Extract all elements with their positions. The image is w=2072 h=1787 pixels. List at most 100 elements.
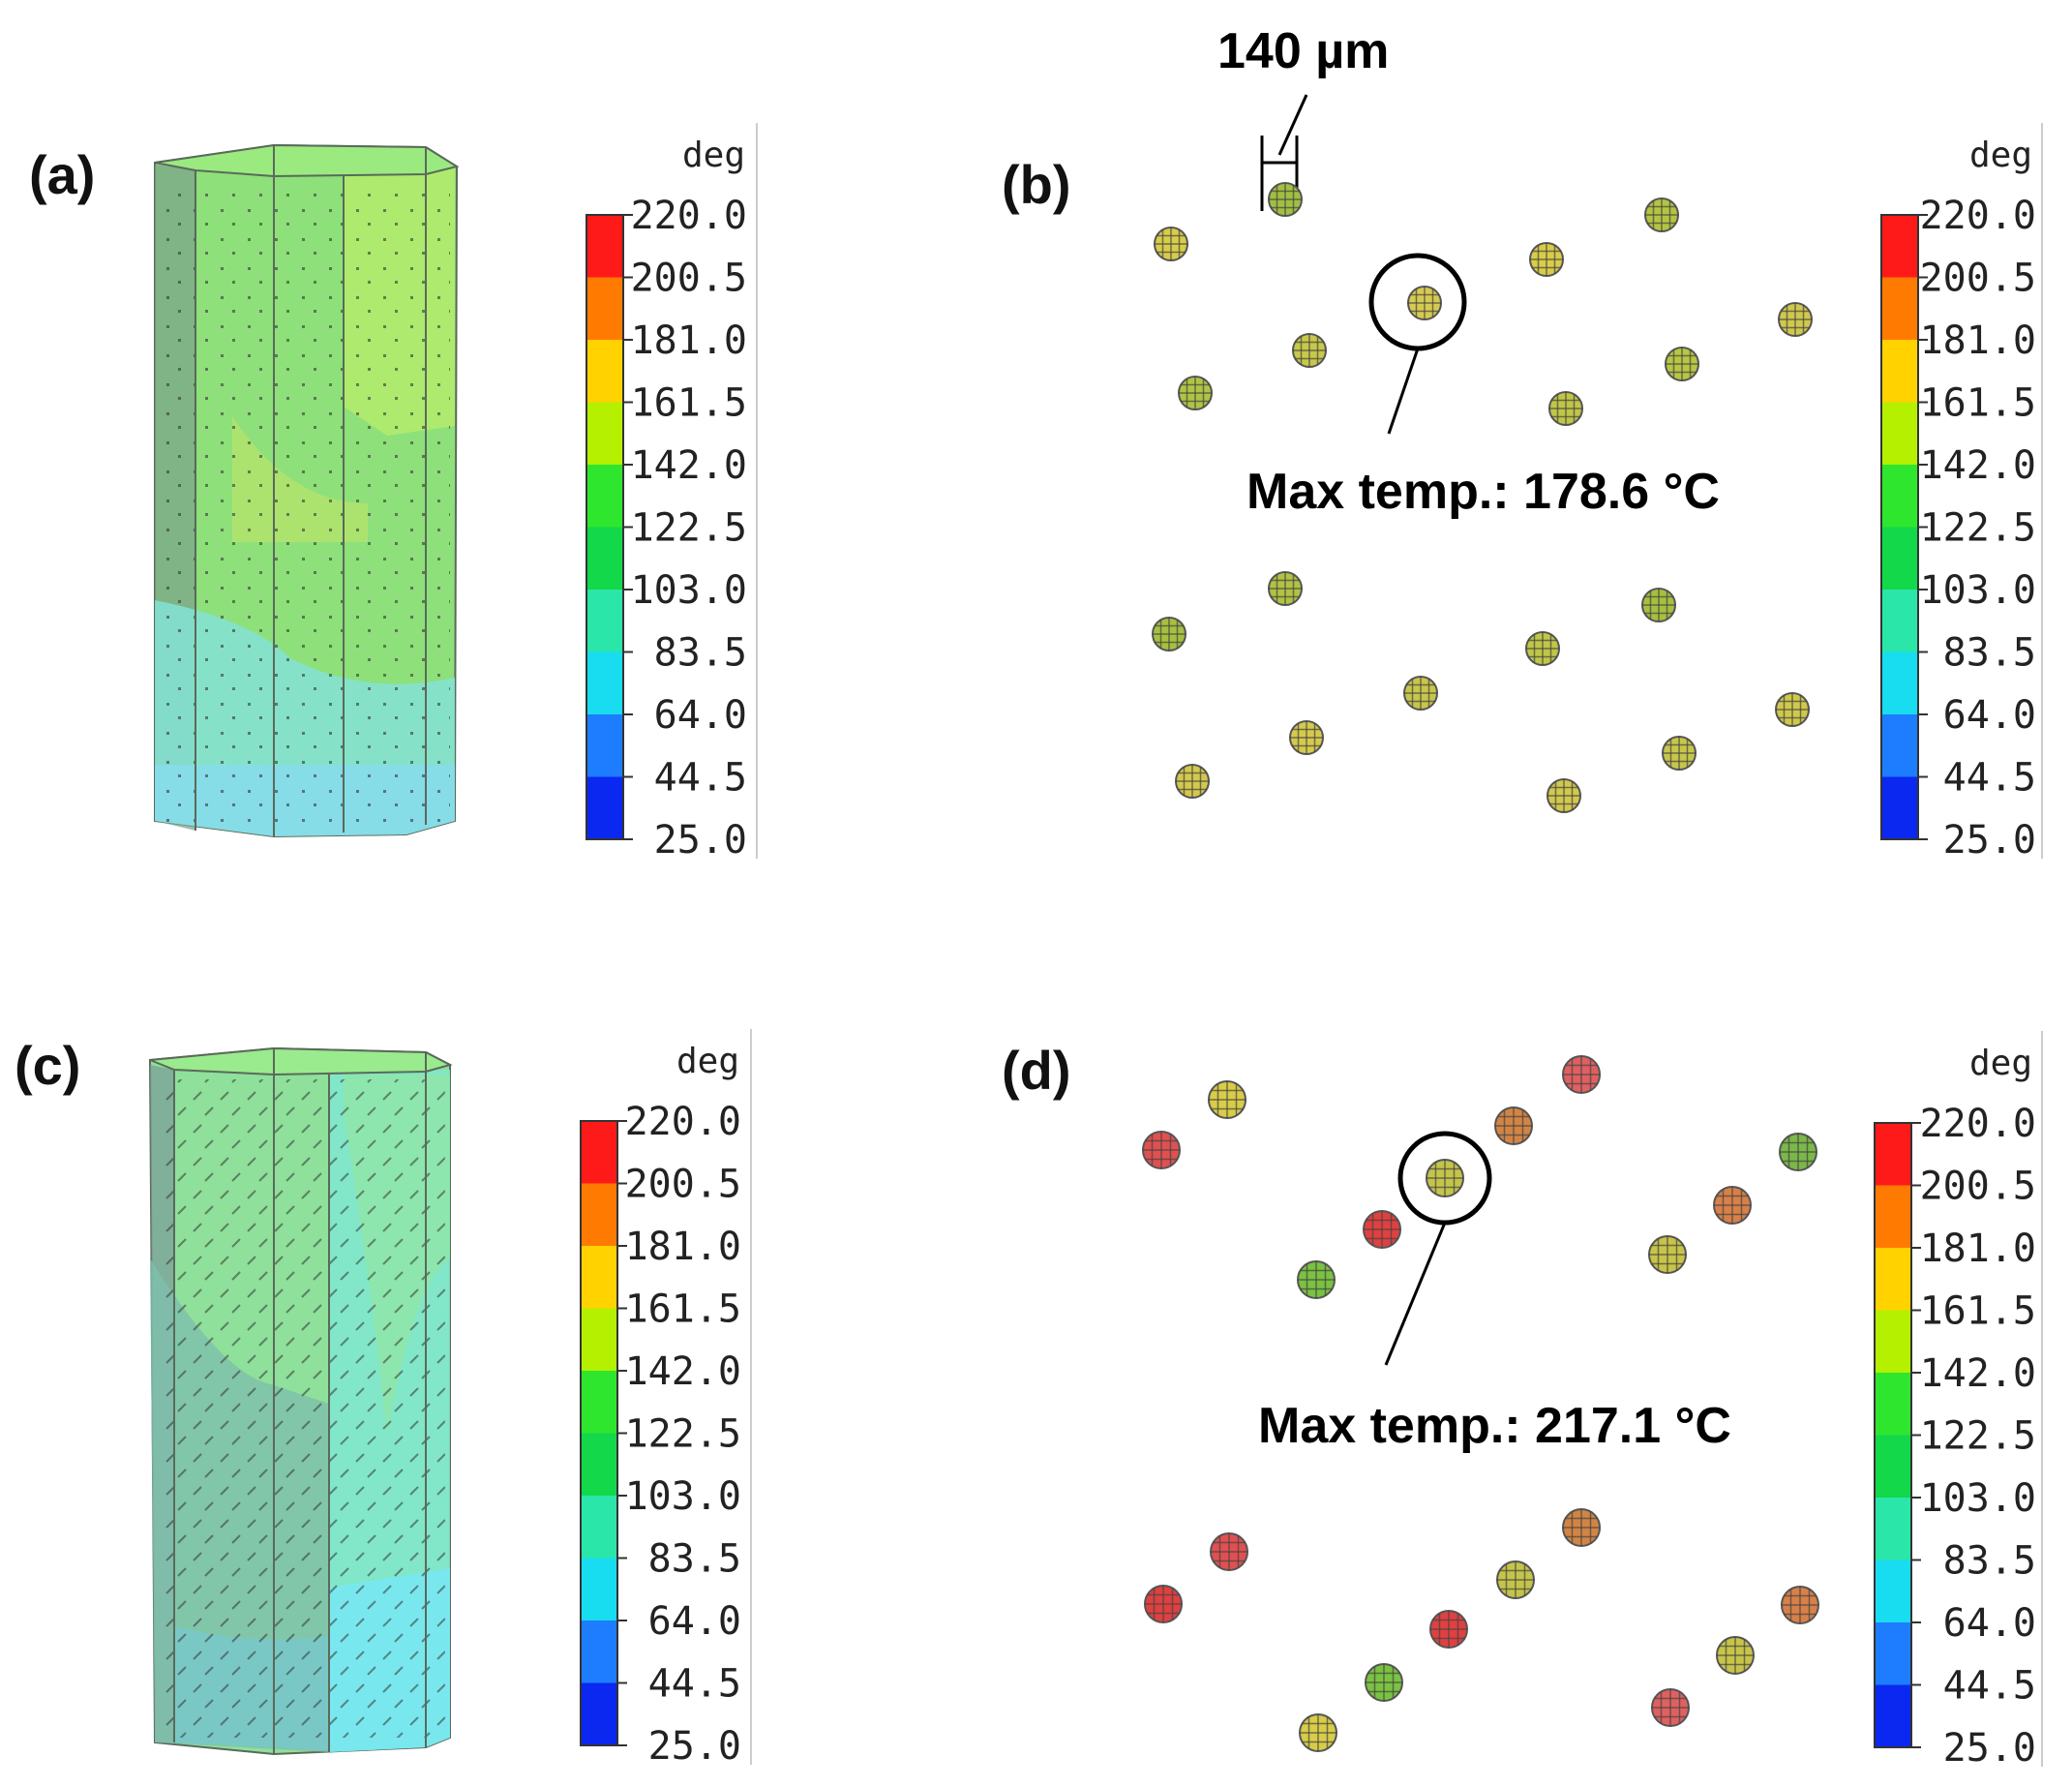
particle [1548, 391, 1583, 426]
colorbar-tick-label: 122.5 [1920, 1414, 2036, 1459]
particle [1529, 242, 1564, 277]
colorbar-segment [1875, 1435, 1911, 1499]
particle [1292, 333, 1327, 368]
colorbar-tick-label: 161.5 [1920, 1289, 2036, 1334]
colorbar-tick-label: 220.0 [1920, 194, 2036, 238]
colorbar-tick-label: 44.5 [1943, 756, 2036, 801]
colorbar-tick-label: 103.0 [625, 1474, 741, 1519]
colorbar-tick-label: 83.5 [648, 1537, 741, 1582]
particle [1429, 1610, 1468, 1649]
colorbar-segment [581, 1620, 617, 1683]
colorbar-segment [586, 651, 623, 715]
max-temp-leader-b [1387, 348, 1420, 435]
colorbar-tick-label: 122.5 [631, 506, 747, 551]
colorbar-tick-label: 25.0 [1943, 818, 2036, 863]
colorbar-segment [1881, 776, 1918, 840]
particle [1648, 1235, 1687, 1274]
colorbar-segment [1881, 714, 1918, 777]
colorbar-segment [1881, 215, 1918, 278]
colorbar-segment [1875, 1185, 1911, 1249]
colorbar-segment [581, 1496, 617, 1559]
colorbar-segment [1881, 277, 1918, 341]
colorbar-tick-label: 161.5 [625, 1287, 741, 1332]
colorbar-segment [581, 1682, 617, 1746]
colorbar-segment [586, 465, 623, 528]
particle [1210, 1532, 1248, 1571]
colorbar-tick-label: 25.0 [648, 1724, 741, 1769]
particle [1178, 376, 1213, 410]
colorbar-tick-label: 200.5 [631, 257, 747, 301]
colorbar-a: deg 220.0 200.5 181.0 161.5 142.0 122.5 103.0 83… [586, 123, 758, 863]
particle [1175, 764, 1210, 799]
colorbar-c: deg 220.0 200.5 181.0 161.5 142.0 122.5 103.0 83… [580, 1029, 752, 1769]
particle [1403, 676, 1438, 711]
particle [1152, 617, 1186, 651]
colorbar-unit: deg [676, 1042, 739, 1081]
colorbar-tick-label: 220.0 [1920, 1102, 2036, 1146]
colorbar-segment [586, 776, 623, 840]
particle [1496, 1560, 1535, 1599]
colorbar-segment [581, 1558, 617, 1621]
colorbar-segment [1875, 1622, 1911, 1685]
column-c [148, 1046, 453, 1756]
colorbar-tick-label: 64.0 [648, 1599, 741, 1644]
particle [1525, 631, 1560, 666]
max-temp-label-d: Max temp.: 217.1 °C [1258, 1398, 1731, 1454]
particle [1494, 1106, 1533, 1145]
particle [1651, 1688, 1690, 1727]
colorbar-unit: deg [1969, 136, 2032, 175]
colorbar-segment [581, 1433, 617, 1497]
particle [1299, 1713, 1337, 1752]
colorbar-segment [1881, 402, 1918, 466]
colorbar-tick-label: 220.0 [631, 194, 747, 238]
colorbar-tick-label: 142.0 [1920, 1351, 2036, 1396]
particle [1716, 1636, 1755, 1675]
colorbar-segment [586, 277, 623, 341]
colorbar-tick-label: 181.0 [625, 1225, 741, 1269]
colorbar-tick-label: 83.5 [1943, 1539, 2036, 1584]
colorbar-segment [586, 714, 623, 777]
colorbar-tick-label: 220.0 [625, 1100, 741, 1144]
colorbar-tick-label: 103.0 [1920, 1476, 2036, 1521]
particle [1208, 1080, 1246, 1119]
colorbar-segment [1881, 465, 1918, 528]
panel-d: (d) Max temp.: 217.1 °C [1002, 1040, 1819, 1752]
colorbar-segment [1875, 1123, 1911, 1186]
colorbar-tick-label: 64.0 [1943, 693, 2036, 738]
panel-a: (a) [29, 143, 460, 838]
colorbar-tick-label: 200.5 [1920, 1165, 2036, 1209]
colorbar-unit: deg [1969, 1044, 2032, 1083]
colorbar-tick-label: 25.0 [654, 818, 747, 863]
panel-b-label: (b) [1002, 154, 1071, 215]
colorbar-tick-label: 200.5 [625, 1163, 741, 1207]
particle [1363, 1210, 1401, 1249]
colorbar-tick-label: 181.0 [1920, 318, 2036, 363]
max-temp-leader-d [1384, 1222, 1447, 1366]
colorbar-segment [586, 590, 623, 652]
panel-d-label: (d) [1002, 1040, 1071, 1101]
colorbar-segment [581, 1371, 617, 1434]
colorbar-segment [1875, 1310, 1911, 1374]
particle [1562, 1055, 1601, 1094]
particle [1781, 1586, 1819, 1624]
colorbar-tick-label: 44.5 [648, 1662, 741, 1707]
particles-d [1142, 1055, 1819, 1752]
colorbar-segment [1875, 1373, 1911, 1436]
particle [1775, 692, 1810, 727]
particle [1365, 1663, 1403, 1702]
particles-b [1152, 182, 1813, 813]
colorbar-segment [1875, 1498, 1911, 1560]
colorbar-tick-label: 83.5 [1943, 631, 2036, 676]
colorbar-d: deg 220.0 200.5 181.0 161.5 142.0 122.5 103.0 83… [1874, 1031, 2043, 1771]
particle [1779, 1133, 1817, 1171]
particle [1142, 1131, 1181, 1169]
colorbar-tick-label: 64.0 [1943, 1601, 2036, 1646]
scale-bar-label: 140 µm [1217, 23, 1389, 79]
particle [1713, 1186, 1752, 1225]
panel-c-label: (c) [15, 1035, 80, 1096]
colorbar-segment [581, 1121, 617, 1184]
particle [1778, 302, 1813, 337]
particle [1644, 197, 1679, 232]
particle [1297, 1260, 1336, 1299]
